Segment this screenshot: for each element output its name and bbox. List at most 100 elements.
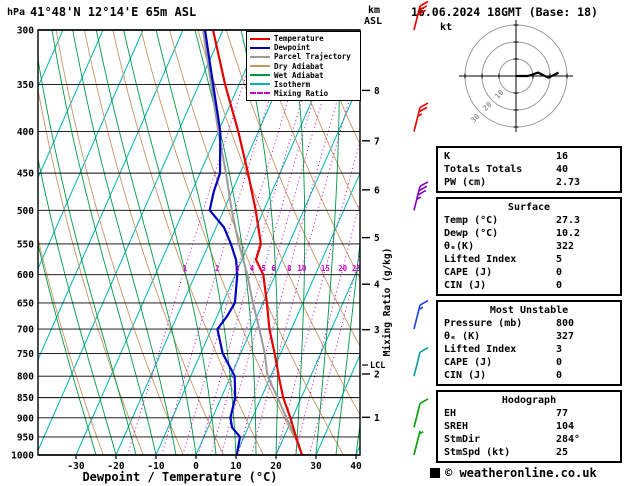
pressure-tick-label: 850	[17, 393, 34, 404]
temp-tick-label: 0	[193, 461, 199, 472]
stat-label: CIN (J)	[444, 370, 487, 381]
stat-value: 27.3	[556, 215, 581, 226]
wind-barb	[413, 181, 429, 211]
hodograph-panel: 10 20 30 kt	[428, 14, 628, 146]
stat-label: Lifted Index	[444, 254, 517, 265]
station-title: 41°48'N 12°14'E 65m ASL	[30, 5, 197, 19]
plot-frame	[37, 29, 361, 456]
temperature-curve	[211, 30, 304, 455]
stat-label: CAPE (J)	[444, 267, 493, 278]
mixing-ratio-axis-label: Mixing Ratio (g/kg)	[382, 248, 393, 357]
legend-label: Temperature	[274, 34, 324, 44]
stat-row: Temp (°C) 27.3	[438, 214, 620, 227]
legend-label: Dry Adiabat	[274, 61, 324, 71]
wind-barb	[413, 347, 429, 377]
dewpoint-curve	[203, 30, 242, 455]
legend: Temperature Dewpoint Parcel Trajectory Dry …	[246, 31, 361, 102]
stat-value: 16	[556, 151, 569, 162]
stat-row: CIN (J) 0	[438, 369, 620, 382]
temp-tick-label: 30	[310, 461, 322, 472]
pressure-tick-label: 800	[17, 372, 34, 383]
legend-item-isotherm: Isotherm	[250, 80, 357, 89]
km-tick-label: 7	[374, 136, 380, 147]
stat-row: CAPE (J) 0	[438, 266, 620, 279]
wind-barb	[413, 102, 429, 132]
stat-row: EH 77	[438, 407, 620, 420]
mixing-ratio-value-label: 15	[321, 264, 330, 273]
stat-label: EH	[444, 408, 457, 419]
legend-swatch	[250, 74, 270, 77]
hodograph-unit-label: kt	[440, 22, 453, 33]
stat-row: CAPE (J) 0	[438, 356, 620, 369]
km-tick-label: 8	[374, 86, 380, 97]
legend-label: Mixing Ratio	[274, 88, 329, 98]
stat-label: K	[444, 151, 451, 162]
stat-value: 0	[556, 370, 563, 381]
legend-swatch	[250, 83, 270, 86]
temp-tick-label: 20	[270, 461, 282, 472]
stats-panel-most-unstable: Most Unstable Pressure (mb) 800 θₑ (K) 327 Li…	[436, 300, 622, 386]
stat-row: θₑ (K) 327	[438, 330, 620, 343]
legend-item-temperature: Temperature	[250, 34, 357, 44]
stat-row: Lifted Index 5	[438, 253, 620, 266]
pressure-tick-label: 900	[17, 413, 34, 424]
stat-row: θₑ(K) 322	[438, 240, 620, 253]
legend-swatch	[250, 37, 270, 40]
pressure-tick-label: 600	[17, 270, 34, 281]
stats-panel-hodograph: Hodograph EH 77 SREH 104 StmDir 284° StmSpd (kt…	[436, 390, 622, 463]
stat-value: 25	[556, 447, 569, 458]
stat-value: 3	[556, 344, 563, 355]
stat-value: 284°	[556, 434, 581, 445]
datetime-label: 16.06.2024 18GMT (Base: 18)	[411, 5, 598, 19]
pressure-tick-label: 400	[17, 127, 34, 138]
mixing-ratio-value-label: 20	[338, 264, 348, 273]
stat-label: Pressure (mb)	[444, 318, 523, 329]
stat-value: 0	[556, 357, 563, 368]
pressure-tick-label: 350	[17, 80, 34, 91]
stat-label: Totals Totals	[444, 164, 523, 175]
stat-label: StmSpd (kt)	[444, 447, 511, 458]
pressure-tick-label: 750	[17, 349, 34, 360]
stat-label: Lifted Index	[444, 344, 517, 355]
mixing-ratio-value-label: 3	[235, 264, 240, 273]
pressure-tick-label: 650	[17, 298, 34, 309]
pressure-tick-label: 450	[17, 169, 34, 180]
km-tick-label: 1	[374, 413, 380, 424]
stat-value: 2.73	[556, 177, 581, 188]
stat-row: Dewp (°C) 10.2	[438, 227, 620, 240]
stat-label: θₑ (K)	[444, 331, 481, 342]
stat-value: 5	[556, 254, 563, 265]
mixing-ratio-value-label: 1	[183, 264, 188, 273]
mixing-ratio-value-label: 6	[271, 264, 276, 273]
stat-value: 327	[556, 331, 575, 342]
stat-row: StmSpd (kt) 25	[438, 446, 620, 459]
panel-title: Hodograph	[501, 395, 557, 406]
pressure-tick-label: 950	[17, 432, 34, 443]
stats-panel-indices: K 16 Totals Totals 40 PW (cm) 2.73	[436, 146, 622, 193]
stat-row: Pressure (mb) 800	[438, 317, 620, 330]
stat-label: Dewp (°C)	[444, 228, 499, 239]
stat-value: 0	[556, 267, 563, 278]
legend-swatch	[250, 65, 270, 68]
km-tick-label: 2	[374, 369, 380, 380]
legend-label: Dewpoint	[274, 43, 311, 53]
temp-tick-label: -10	[147, 461, 164, 472]
stat-label: Temp (°C)	[444, 215, 499, 226]
pressure-tick-label: 550	[17, 239, 34, 250]
stats-panels: K 16 Totals Totals 40 PW (cm) 2.73 Surface Temp…	[436, 146, 622, 463]
legend-item-mixing-ratio: Mixing Ratio	[250, 88, 357, 98]
stat-value: 40	[556, 164, 569, 175]
logo-square-icon	[430, 468, 440, 478]
asl-axis-header: ASL	[364, 16, 382, 27]
stat-value: 322	[556, 241, 575, 252]
pressure-tick-label: 1000	[11, 451, 34, 462]
pressure-unit-label: hPa	[7, 7, 26, 18]
stat-row: Lifted Index 3	[438, 343, 620, 356]
stat-row: K 16	[438, 150, 620, 163]
km-tick-label: 3	[374, 325, 380, 336]
stat-row: PW (cm) 2.73	[438, 176, 620, 189]
legend-swatch	[250, 55, 270, 58]
